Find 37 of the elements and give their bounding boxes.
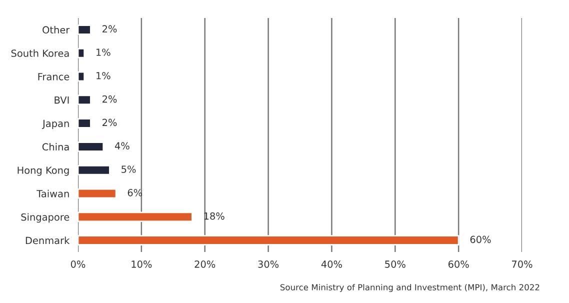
bar	[78, 24, 92, 35]
bar	[78, 188, 117, 199]
bar	[78, 235, 460, 246]
y-tick-label: France	[38, 73, 70, 80]
x-tick-label: 30%	[258, 260, 279, 268]
data-label: 60%	[470, 236, 491, 244]
y-tick-label: Japan	[42, 120, 69, 130]
y-tick-label: Singapore	[21, 213, 70, 223]
data-label: 1%	[96, 72, 110, 80]
x-tick-label: 20%	[194, 260, 216, 268]
x-tick-label: 70%	[512, 260, 532, 268]
data-label: 2%	[102, 118, 117, 126]
y-tick-label: Other	[42, 26, 70, 34]
data-label: 5%	[122, 166, 136, 173]
x-tick-label: 0%	[70, 260, 86, 268]
x-tick-label: 60%	[448, 260, 469, 268]
y-tick-label: South Korea	[11, 49, 69, 57]
data-label: 2%	[102, 25, 117, 33]
source-note: Source Ministry of Planning and Investment (MPI), March 2022	[280, 284, 540, 292]
data-label: 4%	[114, 142, 130, 150]
bar	[78, 71, 86, 82]
x-tick-label: 50%	[385, 260, 406, 268]
x-tick-label: 40%	[321, 260, 342, 268]
bar	[78, 118, 92, 128]
bar	[78, 142, 104, 152]
bar	[78, 212, 193, 222]
y-tick-label: China	[42, 143, 69, 151]
y-tick-label: Taiwan	[36, 190, 69, 198]
x-tick-label: 10%	[132, 260, 152, 268]
y-tick-label: Hong Kong	[18, 166, 69, 176]
y-tick-label: BVI	[54, 96, 69, 104]
y-tick-label: Denmark	[26, 236, 70, 244]
bar	[78, 94, 92, 106]
bar	[78, 48, 86, 58]
data-label: 1%	[96, 48, 110, 56]
bar	[78, 164, 110, 176]
data-label: 2%	[102, 95, 117, 103]
